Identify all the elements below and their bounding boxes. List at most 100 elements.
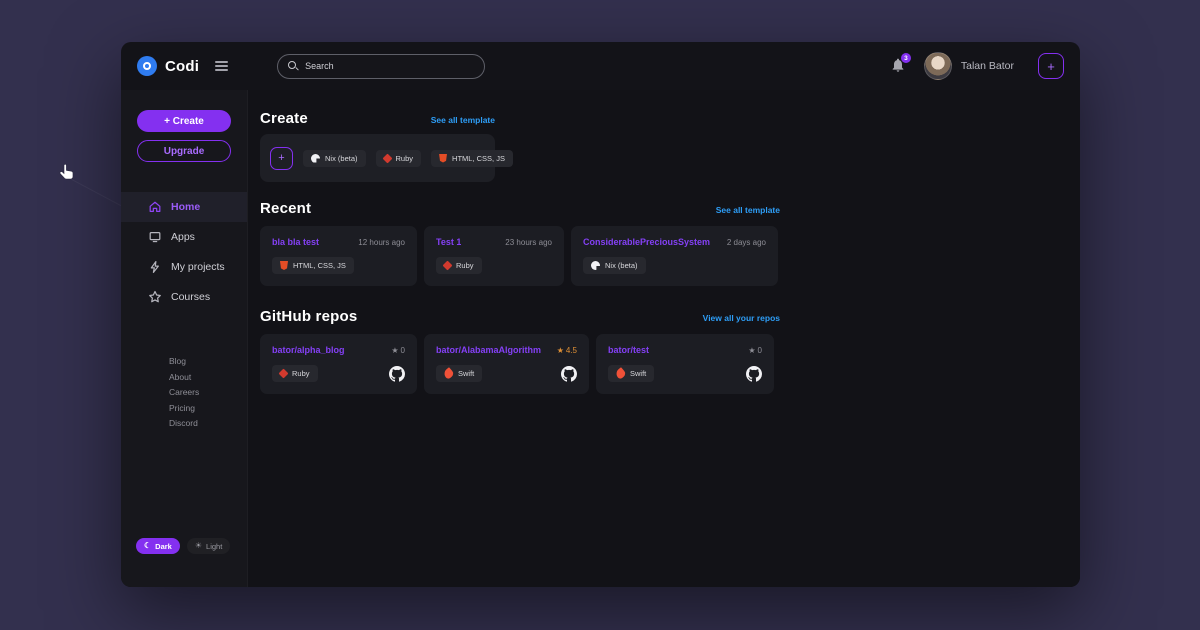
project-template-chip: Nix (beta): [583, 257, 646, 274]
project-name-link[interactable]: Test 1: [436, 237, 462, 247]
project-template-chip: Ruby: [436, 257, 482, 274]
sidebar-item-label: Apps: [171, 231, 195, 243]
user-name: Talan Bator: [960, 60, 1014, 72]
search-bar[interactable]: [277, 53, 486, 79]
repo-name-link[interactable]: bator/alpha_blog: [272, 345, 345, 355]
repo-name-link[interactable]: bator/AlabamaAlgorithm: [436, 345, 542, 355]
template-chip-html[interactable]: HTML, CSS, JS: [431, 149, 513, 167]
link-careers[interactable]: Careers: [169, 387, 200, 397]
see-all-templates-link-create[interactable]: See all template: [430, 115, 495, 125]
view-all-repos-link[interactable]: View all your repos: [702, 313, 780, 323]
user-avatar[interactable]: [923, 52, 952, 80]
apps-icon: [149, 232, 161, 243]
project-timestamp: 2 days ago: [726, 237, 766, 247]
swift-icon: [614, 367, 627, 380]
template-chip-label: HTML, CSS, JS: [293, 261, 346, 270]
link-about[interactable]: About: [169, 371, 192, 382]
star-outline-icon: [149, 290, 161, 303]
template-chip-label: Ruby: [395, 153, 414, 163]
theme-toggle: ☾ Dark ☀ Light: [136, 538, 231, 554]
home-icon: [149, 201, 161, 212]
app-logo-icon[interactable]: [137, 56, 157, 76]
repo-language-chip: Ruby: [272, 365, 318, 382]
sidebar-nav: Home Apps My projects: [121, 192, 247, 312]
sidebar-item-my-projects[interactable]: My projects: [121, 252, 247, 282]
search-icon: [288, 61, 298, 71]
project-name-link[interactable]: bla bla test: [272, 237, 320, 247]
sun-icon: ☀: [194, 541, 203, 550]
sidebar-item-label: My projects: [171, 261, 225, 273]
moon-icon: ☾: [144, 541, 152, 550]
theme-dark-button[interactable]: ☾ Dark: [136, 538, 180, 554]
logo-glyph: [143, 62, 151, 70]
template-chip-label: Nix (beta): [325, 153, 358, 163]
project-template-chip: HTML, CSS, JS: [272, 257, 354, 274]
bell-icon: [892, 58, 904, 72]
new-template-button[interactable]: +: [270, 146, 293, 170]
template-chip-nix[interactable]: Nix (beta): [303, 149, 366, 167]
repo-card[interactable]: bator/alpha_blog ★ 0 Ruby: [260, 334, 417, 394]
lightning-icon: [150, 260, 159, 274]
brand-name: Codi: [165, 57, 200, 75]
nix-icon: [311, 153, 320, 163]
project-name-link[interactable]: ConsiderablePreciousSystem: [583, 237, 711, 247]
language-label: Swift: [630, 369, 647, 378]
template-chip-label: Nix (beta): [605, 261, 638, 270]
project-timestamp: 23 hours ago: [505, 237, 552, 247]
star-count: ★ 4.5: [556, 345, 577, 355]
recent-section: Recent See all template bla bla test 12 …: [260, 200, 780, 286]
star-count: ★ 0: [391, 345, 405, 355]
github-icon[interactable]: [746, 365, 762, 382]
github-icon[interactable]: [389, 365, 405, 382]
github-icon[interactable]: [561, 365, 577, 382]
template-quick-panel: + Nix (beta) Ruby HTML, CSS, JS: [260, 134, 513, 182]
create-section: Create See all template + Nix (beta) Rub…: [260, 110, 513, 182]
ruby-icon: [442, 260, 453, 271]
swift-icon: [442, 367, 455, 380]
ruby-icon: [278, 368, 289, 379]
star-count: ★ 0: [748, 345, 762, 355]
repo-name-link[interactable]: bator/test: [608, 345, 650, 355]
template-chip-ruby[interactable]: Ruby: [375, 149, 422, 167]
link-discord[interactable]: Discord: [169, 418, 198, 428]
main-content: Create See all template + Nix (beta) Rub…: [248, 90, 1080, 587]
recent-project-card[interactable]: bla bla test 12 hours ago HTML, CSS, JS: [260, 226, 417, 286]
search-input[interactable]: [305, 61, 475, 71]
see-all-templates-link-recent[interactable]: See all template: [715, 205, 780, 215]
header: Codi 3 Talan Bator +: [121, 42, 1080, 90]
star-icon: ★: [748, 345, 756, 355]
sidebar-item-label: Courses: [171, 291, 211, 303]
theme-light-label: Light: [206, 541, 223, 551]
star-icon: ★: [556, 345, 564, 355]
recent-project-card[interactable]: Test 1 23 hours ago Ruby: [424, 226, 564, 286]
repo-language-chip: Swift: [608, 365, 655, 382]
notifications-button[interactable]: 3: [890, 53, 911, 75]
sidebar-item-home[interactable]: Home: [121, 192, 247, 222]
hamburger-menu-icon[interactable]: [215, 60, 229, 72]
html-icon: [280, 261, 288, 270]
html-icon: [439, 153, 448, 163]
notification-badge: 3: [900, 53, 911, 63]
theme-light-button[interactable]: ☀ Light: [186, 538, 231, 554]
repo-card[interactable]: bator/test ★ 0 Swift: [596, 334, 774, 394]
create-section-title: Create: [260, 110, 308, 127]
ruby-icon: [382, 153, 392, 163]
header-add-button[interactable]: +: [1038, 53, 1064, 79]
repo-card[interactable]: bator/AlabamaAlgorithm ★ 4.5 Swift: [424, 334, 589, 394]
repo-language-chip: Swift: [436, 365, 483, 382]
link-pricing[interactable]: Pricing: [169, 402, 195, 413]
upgrade-button[interactable]: Upgrade: [137, 140, 231, 162]
sidebar: + Create Upgrade Home Apps: [121, 90, 248, 587]
recent-section-title: Recent: [260, 200, 312, 217]
sidebar-item-apps[interactable]: Apps: [121, 222, 247, 252]
repos-section-title: GitHub repos: [260, 308, 358, 325]
project-timestamp: 12 hours ago: [358, 237, 405, 247]
create-button[interactable]: + Create: [137, 110, 231, 132]
template-chip-label: HTML, CSS, JS: [452, 153, 505, 163]
nix-icon: [591, 261, 600, 270]
link-blog[interactable]: Blog: [169, 356, 187, 366]
sidebar-item-courses[interactable]: Courses: [121, 282, 247, 312]
recent-project-card[interactable]: ConsiderablePreciousSystem 2 days ago Ni…: [571, 226, 778, 286]
template-chip-label: Ruby: [456, 261, 474, 270]
